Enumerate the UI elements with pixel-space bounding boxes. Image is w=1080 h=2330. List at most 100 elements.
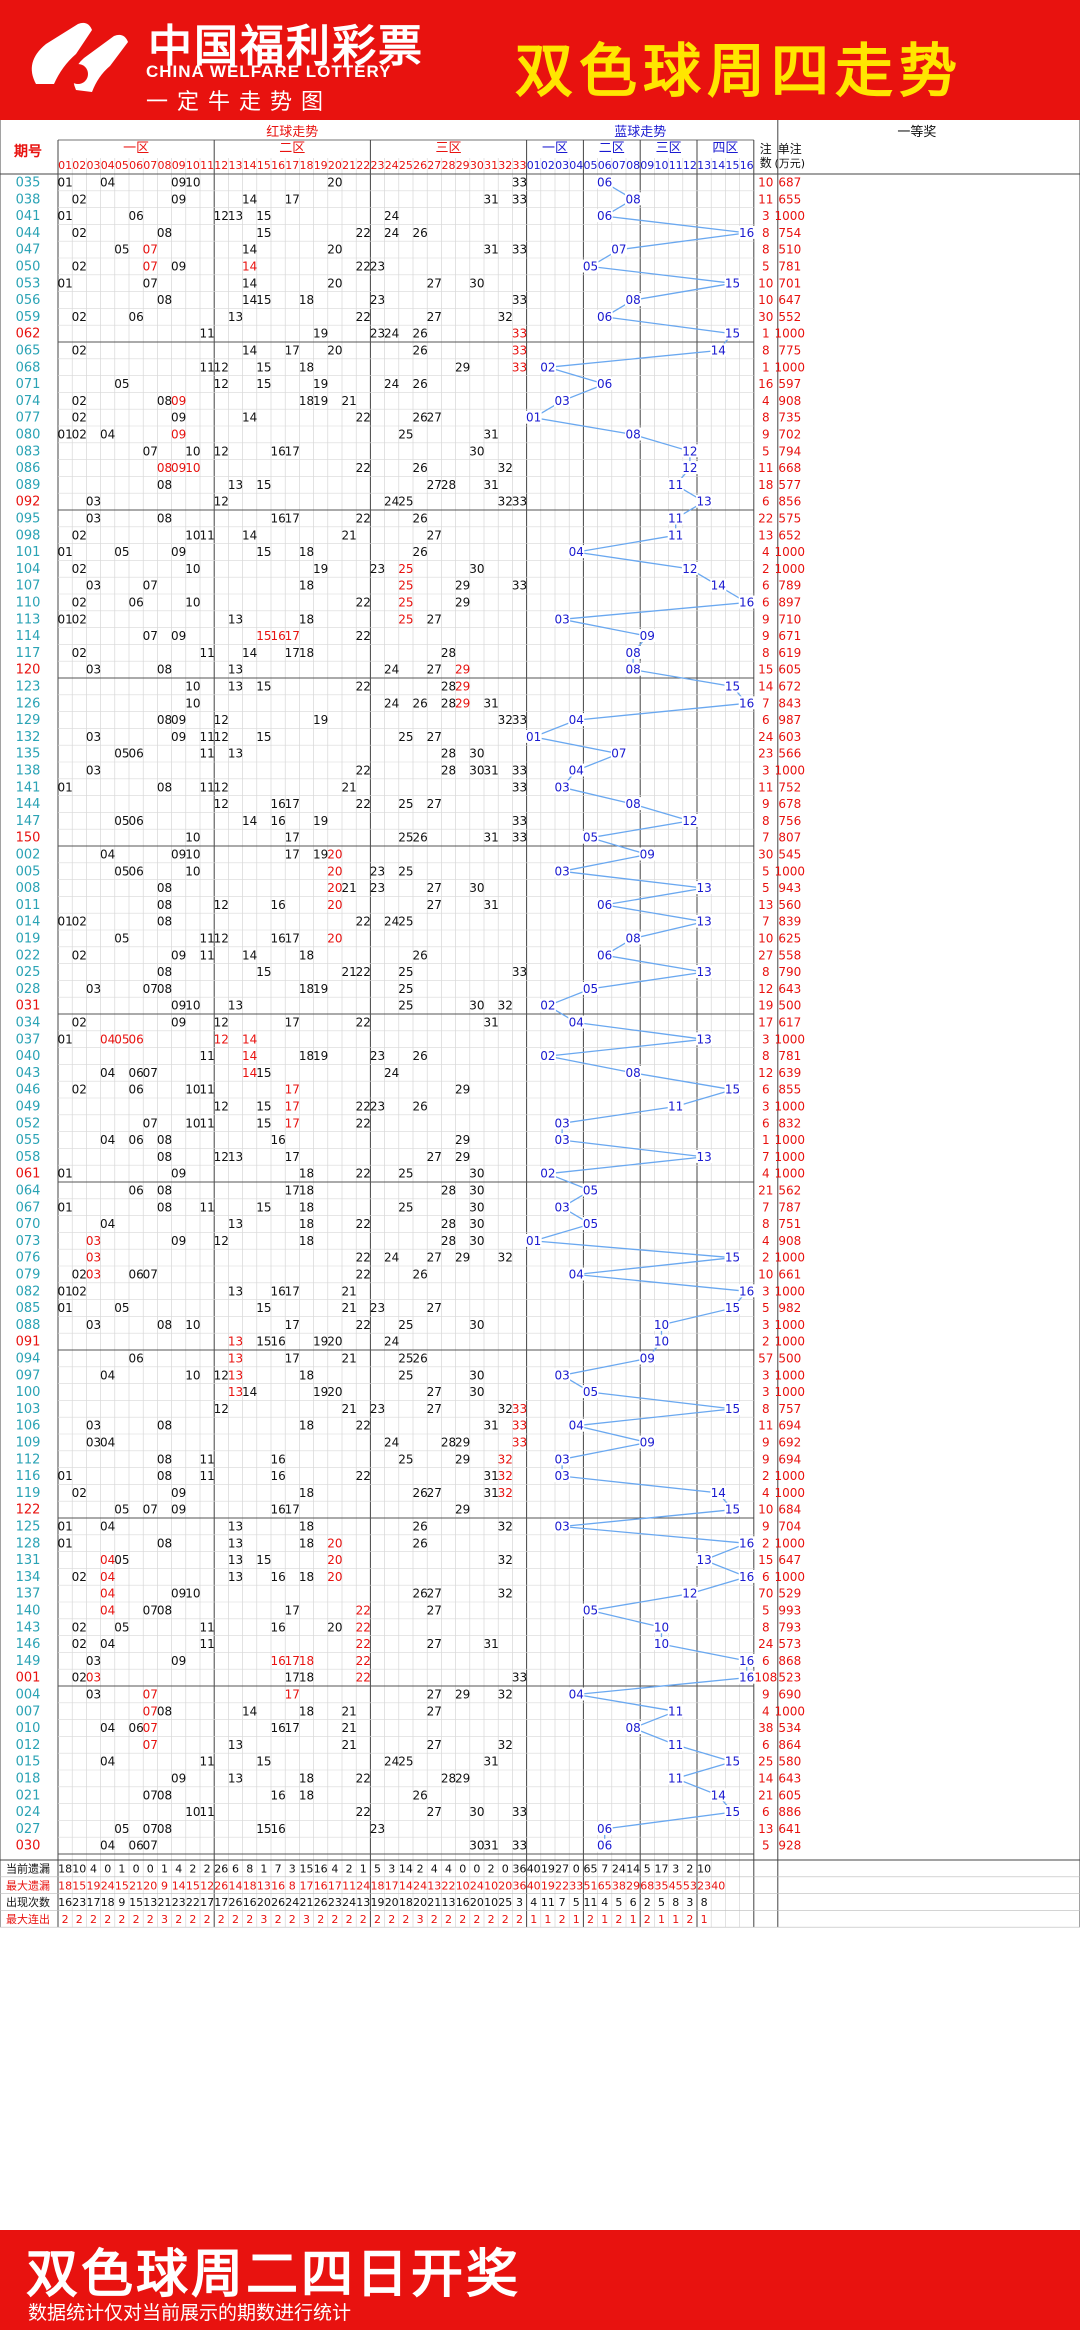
red-ball-number: 11 — [199, 1755, 214, 1769]
unit-prize: 1000 — [775, 545, 806, 559]
red-ball-number: 20 — [327, 276, 342, 290]
blue-ball-bg — [539, 1166, 556, 1180]
red-ball-number: 33 — [512, 344, 527, 358]
red-ball-number: 08 — [157, 1536, 172, 1550]
blue-ball-number: 13 — [696, 965, 711, 979]
period-number: 050 — [16, 260, 41, 275]
unit-prize: 704 — [778, 1520, 801, 1534]
stats-value: 13 — [143, 1896, 157, 1909]
red-ball-number: 04 — [100, 1368, 115, 1382]
unit-prize: 864 — [778, 1738, 801, 1752]
period-number: 112 — [16, 1452, 41, 1467]
unit-prize: 647 — [778, 293, 801, 307]
red-ball-number: 26 — [412, 344, 427, 358]
red-ball-number: 22 — [356, 1671, 371, 1685]
red-ball-number: 14 — [242, 411, 257, 425]
red-ball-number: 30 — [469, 562, 484, 576]
stats-value: 2 — [402, 1913, 409, 1926]
red-ball-number: 02 — [72, 528, 87, 542]
red-ball-number: 28 — [441, 1184, 456, 1198]
unit-prize: 1000 — [775, 562, 806, 576]
unit-prize: 652 — [778, 528, 801, 542]
period-number: 097 — [16, 1368, 41, 1383]
stats-value: 2 — [686, 1913, 693, 1926]
blue-ball-number: 04 — [569, 713, 584, 727]
unit-prize: 1000 — [775, 1318, 806, 1332]
red-ball-number: 22 — [356, 1805, 371, 1819]
red-ball-number: 15 — [256, 226, 271, 240]
bets-count: 8 — [762, 1049, 770, 1063]
period-number: 044 — [16, 226, 41, 241]
red-ball-number: 24 — [384, 696, 399, 710]
stats-value: 1 — [544, 1913, 551, 1926]
red-ball-number: 31 — [483, 1755, 498, 1769]
stats-value: 2 — [388, 1913, 395, 1926]
red-ball-number: 16 — [270, 1335, 285, 1349]
red-ball-number: 08 — [157, 982, 172, 996]
red-ball-number: 08 — [157, 1788, 172, 1802]
blue-ball-number: 11 — [668, 1772, 683, 1786]
blue-zone-header: 三区 — [656, 141, 682, 156]
red-ball-number: 30 — [469, 1385, 484, 1399]
red-ball-number: 18 — [299, 293, 314, 307]
red-ball-number: 19 — [313, 848, 328, 862]
red-ball-number: 17 — [285, 629, 300, 643]
red-ball-number: 07 — [143, 982, 158, 996]
stats-value: 17 — [200, 1896, 214, 1909]
red-ball-number: 09 — [171, 629, 186, 643]
stats-value: 5 — [374, 1863, 381, 1876]
period-number: 147 — [16, 814, 41, 829]
bets-count: 8 — [762, 1217, 770, 1231]
bets-count: 9 — [762, 1452, 770, 1466]
red-ball-number: 19 — [313, 562, 328, 576]
bets-count: 9 — [762, 629, 770, 643]
red-ball-number: 02 — [72, 1570, 87, 1584]
blue-ball-bg — [696, 1032, 713, 1046]
blue-ball-bg — [596, 1821, 613, 1835]
period-number: 089 — [16, 478, 41, 493]
red-ball-number: 10 — [185, 1318, 200, 1332]
red-ball-number: 01 — [57, 1284, 72, 1298]
blue-ball-number: 15 — [725, 1402, 740, 1416]
blue-ball-number: 10 — [654, 1620, 669, 1634]
unit-prize: 855 — [778, 1083, 801, 1097]
bets-count: 3 — [762, 1368, 770, 1382]
red-ball-number: 03 — [86, 495, 101, 509]
bets-count: 5 — [762, 1839, 770, 1853]
red-ball-number: 13 — [228, 747, 243, 761]
red-ball-number: 16 — [270, 797, 285, 811]
stats-value: 26 — [214, 1863, 228, 1876]
red-ball-number: 09 — [171, 411, 186, 425]
stats-value: 27 — [555, 1863, 569, 1876]
bets-count: 4 — [762, 545, 770, 559]
red-ball-number: 31 — [483, 764, 498, 778]
red-ball-number: 11 — [199, 730, 214, 744]
red-ball-number: 33 — [512, 579, 527, 593]
blue-zone-header: 二区 — [599, 141, 625, 156]
red-ball-number: 10 — [185, 831, 200, 845]
blue-ball-bg — [625, 931, 642, 945]
red-ball-number: 06 — [128, 1839, 143, 1853]
stats-value: 11 — [584, 1896, 598, 1909]
stats-value: 10 — [484, 1879, 498, 1892]
unit-prize: 843 — [778, 696, 801, 710]
red-ball-number: 17 — [285, 646, 300, 660]
period-number: 103 — [16, 1402, 41, 1417]
red-ball-number: 10 — [185, 848, 200, 862]
red-ball-number: 26 — [412, 1536, 427, 1550]
red-ball-number: 16 — [270, 1284, 285, 1298]
period-number: 146 — [16, 1637, 41, 1652]
blue-col-label: 16 — [740, 159, 754, 172]
red-ball-number: 01 — [57, 545, 72, 559]
blue-ball-number: 06 — [597, 209, 612, 223]
red-ball-number: 08 — [157, 1469, 172, 1483]
blue-ball-number: 13 — [696, 915, 711, 929]
red-col-label: 13 — [229, 159, 243, 172]
bets-count: 23 — [758, 747, 773, 761]
red-ball-number: 16 — [270, 1469, 285, 1483]
red-ball-number: 17 — [285, 1352, 300, 1366]
red-ball-number: 33 — [512, 327, 527, 341]
red-ball-number: 28 — [441, 646, 456, 660]
period-number: 080 — [16, 428, 41, 443]
stats-value: 10 — [484, 1896, 498, 1909]
